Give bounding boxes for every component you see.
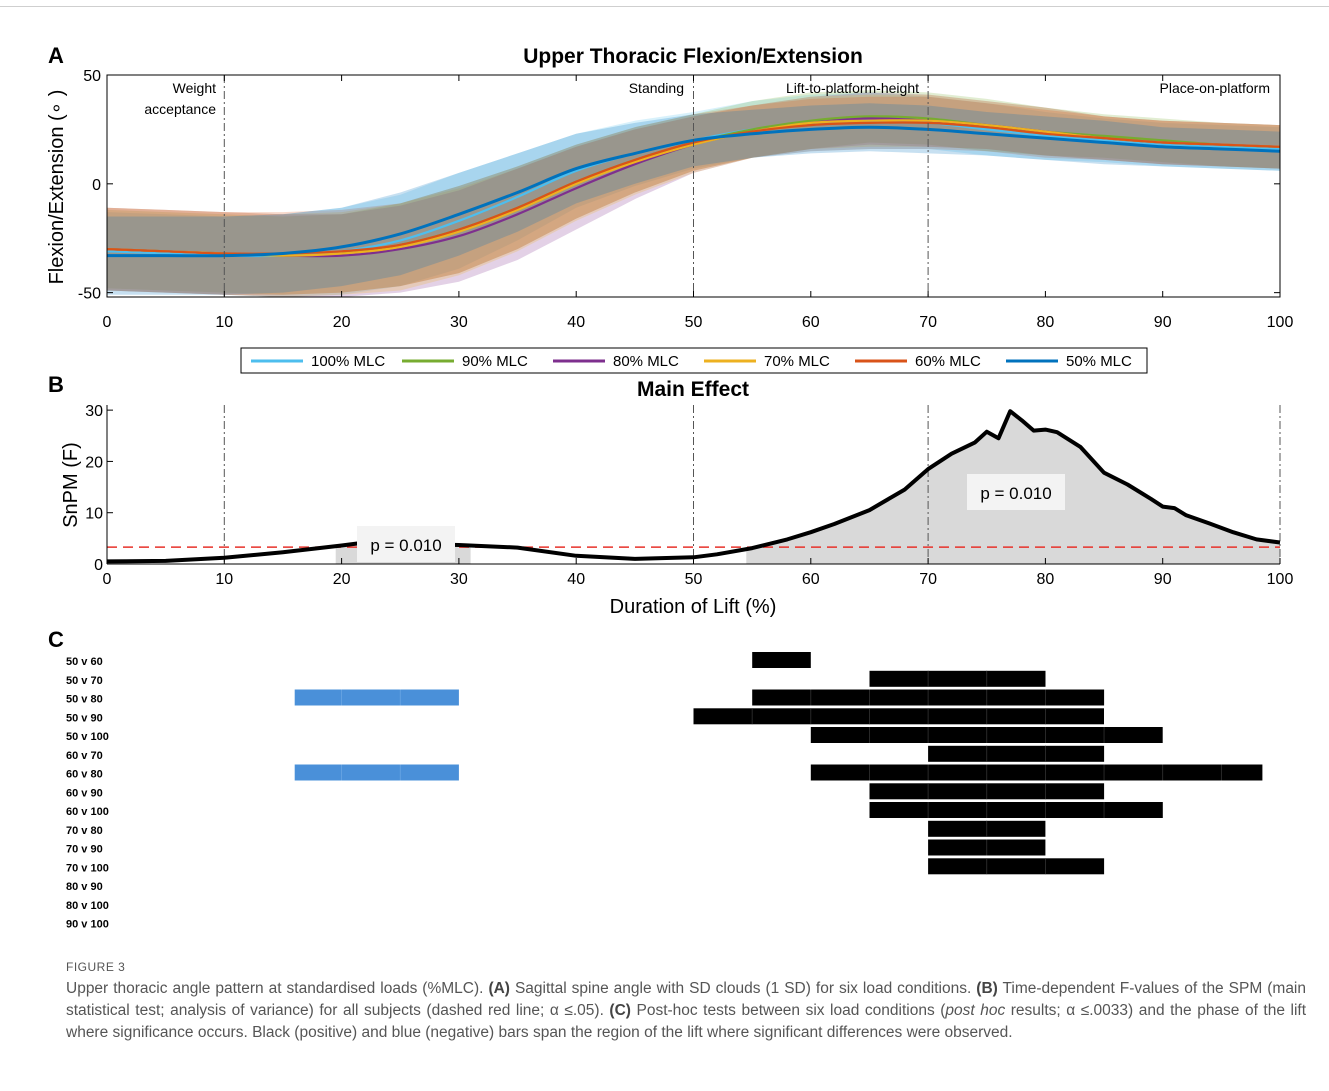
significance-bar-negative: [294, 764, 459, 781]
posthoc-pair-label: 50 v 80: [66, 694, 103, 706]
phase-label-weight: Weight: [173, 80, 216, 96]
phase-label-acceptance: acceptance: [144, 101, 216, 117]
b-xtick-label: 50: [685, 571, 703, 588]
legend-label: 90% MLC: [462, 353, 528, 370]
caption-label: FIGURE 3: [66, 960, 126, 974]
significance-bar-positive: [810, 764, 1263, 781]
a-xtick-label: 0: [103, 314, 112, 331]
a-xtick-label: 70: [919, 314, 937, 331]
significance-bar-positive: [869, 670, 1046, 687]
p-value-label-2: p = 0.010: [980, 484, 1051, 503]
b-xtick-label: 20: [333, 571, 351, 588]
a-xtick-label: 20: [333, 314, 351, 331]
posthoc-pair-label: 50 v 60: [66, 656, 103, 668]
legend-box: [240, 347, 1148, 374]
legend-label: 70% MLC: [764, 353, 830, 370]
a-xtick-label: 40: [567, 314, 585, 331]
panel-a: A Upper Thoracic Flexion/Extension Flexi…: [46, 43, 1293, 331]
panel-a-label: A: [48, 43, 64, 68]
b-ytick-label: 30: [85, 403, 103, 420]
a-xtick-label: 30: [450, 314, 468, 331]
chart-a-title: Upper Thoracic Flexion/Extension: [523, 45, 863, 68]
b-ytick-label: 10: [85, 506, 103, 523]
posthoc-pair-label: 50 v 90: [66, 712, 103, 724]
p-value-box-2: [967, 474, 1065, 510]
caption-text: Upper thoracic angle pattern at standard…: [66, 980, 1306, 1041]
a-xtick-label: 100: [1267, 314, 1294, 331]
posthoc-pair-label: 50 v 70: [66, 675, 103, 687]
legend-label: 50% MLC: [1066, 353, 1132, 370]
b-ytick-label: 0: [94, 557, 103, 574]
sd-cloud-1: [107, 90, 1280, 295]
posthoc-pair-label: 50 v 100: [66, 731, 109, 743]
panel-b: B Main Effect SnPM (F) 0 10 20 30 40 50 60 70 80…: [48, 372, 1293, 618]
posthoc-pair-label: 70 v 80: [66, 825, 103, 837]
posthoc-pair-label: 70 v 90: [66, 844, 103, 856]
chart-b-ylabel: SnPM (F): [60, 442, 82, 528]
b-xtick-label: 80: [1037, 571, 1055, 588]
panel-c-label: C: [48, 627, 64, 652]
b-xtick-label: 40: [567, 571, 585, 588]
a-xtick-label: 50: [685, 314, 703, 331]
posthoc-pair-label: 60 v 90: [66, 787, 103, 799]
b-xtick-label: 60: [802, 571, 820, 588]
posthoc-pair-label: 80 v 90: [66, 881, 103, 893]
figure-3: A Upper Thoracic Flexion/Extension Flexi…: [46, 43, 1293, 931]
significance-bar-negative: [294, 689, 459, 706]
posthoc-rows: 50 v 60 50 v 70 50 v 80 50 v 90 50 v 100 60 v…: [66, 652, 1263, 931]
top-rule: [0, 6, 1329, 7]
a-xtick-label: 90: [1154, 314, 1172, 331]
posthoc-pair-label: 60 v 100: [66, 806, 109, 818]
b-xtick-label: 30: [450, 571, 468, 588]
legend-label: 80% MLC: [613, 353, 679, 370]
posthoc-pair-label: 70 v 100: [66, 862, 109, 874]
b-xtick-label: 0: [103, 571, 112, 588]
a-xtick-label: 80: [1037, 314, 1055, 331]
chart-b-title: Main Effect: [637, 378, 749, 401]
phase-label-place-on-platform: Place-on-platform: [1160, 80, 1271, 96]
posthoc-pair-label: 90 v 100: [66, 919, 109, 931]
a-ytick-label: -50: [78, 286, 101, 303]
phase-label-lift-to-platform: Lift-to-platform-height: [786, 80, 919, 96]
b-xtick-label: 90: [1154, 571, 1172, 588]
significance-bar-positive: [928, 745, 1105, 762]
b-xtick-label: 70: [919, 571, 937, 588]
a-ytick-label: 50: [83, 68, 101, 85]
significance-bar-positive: [693, 708, 1104, 725]
figure-caption: FIGURE 3 Upper thoracic angle pattern at…: [66, 960, 1306, 1044]
chart-b-xlabel: Duration of Lift (%): [610, 596, 777, 618]
legend-label: 100% MLC: [311, 353, 385, 370]
chart-a-ylabel: Flexion/Extension (∘ ): [46, 90, 68, 285]
b-xtick-label: 10: [215, 571, 233, 588]
posthoc-pair-label: 80 v 100: [66, 900, 109, 912]
significance-bar-positive: [869, 802, 1163, 818]
a-xtick-label: 10: [215, 314, 233, 331]
legend: 100% MLC 90% MLC 80% MLC 70% MLC 60% MLC 50% …: [240, 347, 1148, 374]
panel-c: C 50 v 60 50 v 70 50 v 80 50 v 90 50 v 100 60…: [48, 627, 1263, 931]
a-xtick-label: 60: [802, 314, 820, 331]
phase-label-standing: Standing: [629, 80, 684, 96]
p-value-box-1: [357, 526, 455, 562]
significance-bar-positive: [752, 652, 811, 668]
chart-b-ticks: 0 10 20 30 40 50 60 70 80 90 100 0 10 20 30: [85, 403, 1293, 588]
p-value-label-1: p = 0.010: [370, 536, 441, 555]
b-xtick-label: 100: [1267, 571, 1294, 588]
a-ytick-label: 0: [92, 177, 101, 194]
snpm-plot: [106, 405, 1281, 565]
panel-b-label: B: [48, 372, 64, 397]
significance-bar-positive: [928, 858, 1105, 875]
b-ytick-label: 20: [85, 454, 103, 471]
posthoc-pair-label: 60 v 70: [66, 750, 103, 762]
posthoc-pair-label: 60 v 80: [66, 769, 103, 781]
legend-label: 60% MLC: [915, 353, 981, 370]
